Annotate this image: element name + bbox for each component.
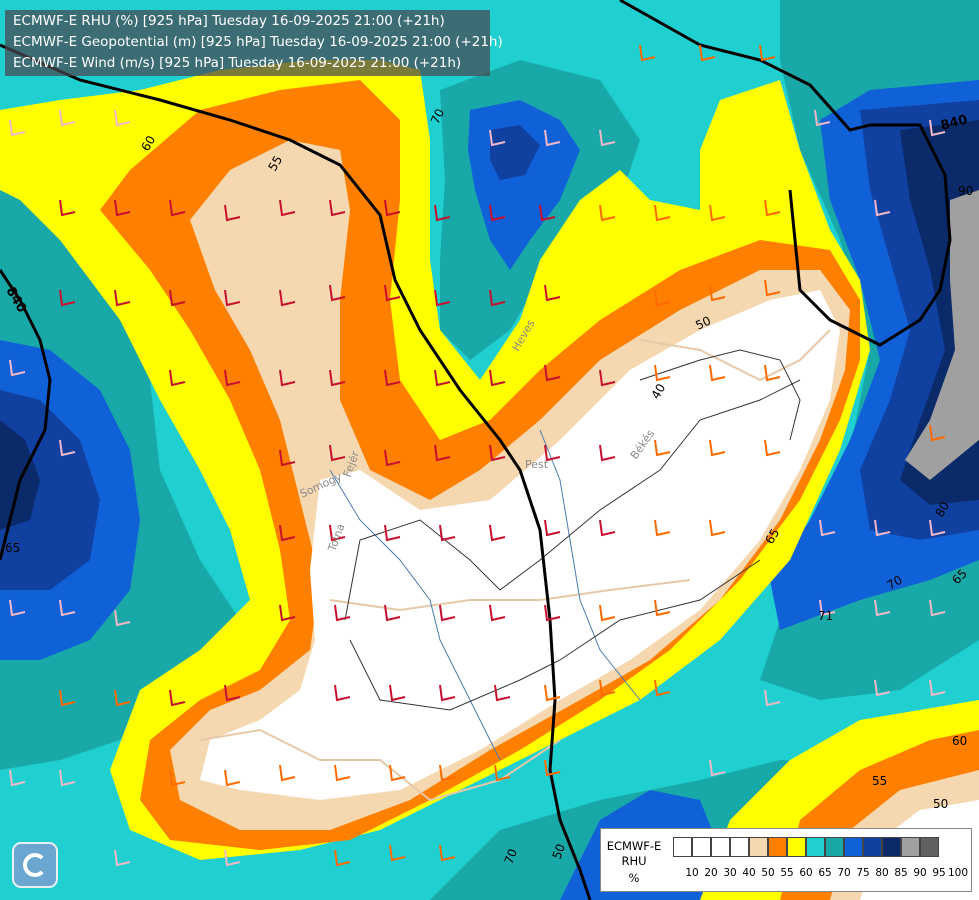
- contour-label-40-center: 40: [648, 381, 668, 401]
- white-zone-main: [200, 290, 840, 800]
- geo-contour-ne: [619, 0, 952, 347]
- legend-tick: 70: [837, 867, 851, 879]
- contour-label-65-e: 65: [762, 526, 782, 546]
- legend-swatch: [749, 837, 768, 857]
- legend-tick: 40: [742, 867, 756, 879]
- contour-label-55-se: 55: [872, 774, 887, 788]
- border-line-2: [329, 579, 691, 612]
- legend: ECMWF-E RHU % 10 20 30 40 50 55 60 65 70 75 80 85 90…: [600, 828, 972, 892]
- contour-label-70-e: 70: [885, 573, 905, 593]
- contour-label-50-s: 50: [550, 842, 568, 861]
- legend-tick: 85: [894, 867, 908, 879]
- title-wind: ECMWF-E Wind (m/s) [925 hPa] Tuesday 16-…: [13, 55, 462, 71]
- legend-tick: 100: [947, 867, 969, 879]
- legend-swatch: [863, 837, 882, 857]
- wind-barbs: [9, 44, 946, 867]
- contour-label-70-s: 70: [502, 847, 520, 866]
- navy-zone-west: [0, 420, 40, 530]
- contour-label-60-nw: 60: [138, 133, 158, 153]
- geo-contour-main: [0, 43, 592, 900]
- contour-label-50-center: 50: [693, 314, 713, 333]
- contour-label-55-nw: 55: [265, 153, 285, 173]
- darkblue-zone-north: [490, 125, 540, 180]
- legend-swatch: [901, 837, 920, 857]
- title-geopotential: ECMWF-E Geopotential (m) [925 hPa] Tuesd…: [13, 34, 503, 50]
- river-line-2: [539, 429, 641, 701]
- legend-tick: 55: [780, 867, 794, 879]
- legend-swatch: [825, 837, 844, 857]
- legend-title-var: RHU: [621, 854, 647, 868]
- county-line-2: [349, 559, 761, 711]
- legend-tick: 95: [932, 867, 946, 879]
- legend-swatch: [920, 837, 939, 857]
- legend-swatch: [692, 837, 711, 857]
- contour-label-60-se: 60: [952, 734, 967, 748]
- legend-swatch: [844, 837, 863, 857]
- legend-swatch: [730, 837, 749, 857]
- contour-label-80-e: 80: [932, 499, 952, 519]
- logo-icon: [23, 853, 47, 877]
- legend-swatch: [673, 837, 692, 857]
- geo-contour-w: [0, 269, 52, 561]
- contour-label-70-n: 70: [428, 107, 447, 127]
- legend-unit: %: [628, 871, 640, 885]
- legend-tick: 30: [723, 867, 737, 879]
- river-line-1: [329, 469, 501, 761]
- legend-swatch: [882, 837, 901, 857]
- legend-swatch: [711, 837, 730, 857]
- legend-tick: 20: [704, 867, 718, 879]
- border-line-3: [639, 329, 831, 382]
- county-line-1: [344, 379, 801, 621]
- contour-label-65-w: 65: [5, 541, 20, 555]
- legend-swatch: [768, 837, 787, 857]
- legend-tick: 90: [913, 867, 927, 879]
- contour-label-71-e: 71: [818, 609, 833, 623]
- grey-zone-east: [905, 190, 979, 480]
- legend-swatch: [787, 837, 806, 857]
- legend-tick: 10: [685, 867, 699, 879]
- legend-swatch: [806, 837, 825, 857]
- legend-tick: 50: [761, 867, 775, 879]
- county-line-3: [639, 349, 801, 441]
- contour-label-840-top: 840: [939, 112, 969, 134]
- place-label-pest: Pest: [525, 458, 549, 471]
- legend-tick: 60: [799, 867, 813, 879]
- logo: [12, 842, 58, 888]
- legend-tick: 80: [875, 867, 889, 879]
- title-rhu: ECMWF-E RHU (%) [925 hPa] Tuesday 16-09-…: [13, 13, 445, 29]
- legend-tick: 75: [856, 867, 870, 879]
- contour-label-50-se: 50: [933, 797, 948, 811]
- legend-title-model: ECMWF-E: [606, 839, 662, 853]
- title-box: ECMWF-E RHU (%) [925 hPa] Tuesday 16-09-…: [5, 10, 503, 76]
- contour-label-90-e: 90: [958, 184, 973, 198]
- legend-tick: 65: [818, 867, 832, 879]
